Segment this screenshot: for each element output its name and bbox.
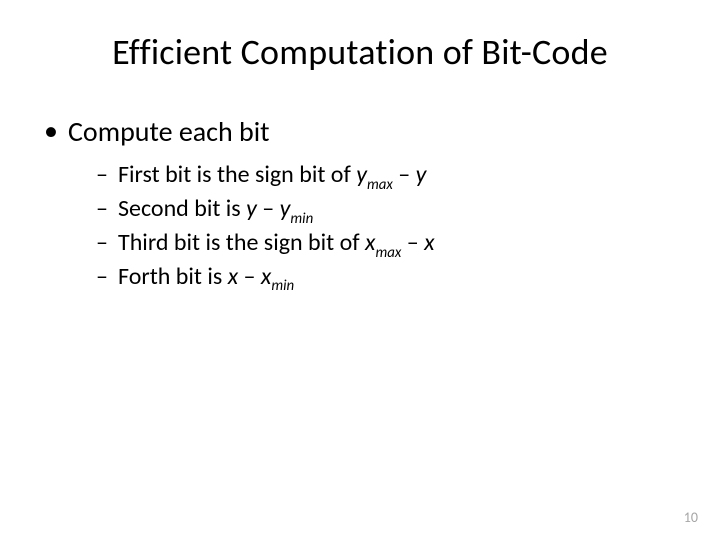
sub-text-mid: – [393, 160, 416, 189]
slide-title: Efficient Computation of Bit-Code [40, 30, 680, 74]
slide: Efficient Computation of Bit-Code • Comp… [0, 0, 720, 540]
bullet-level-2: – Second bit is y – ymin [96, 193, 680, 227]
var-y: y [280, 194, 291, 223]
sub-text-mid: – [238, 262, 261, 291]
var-y: y [356, 160, 367, 189]
sub-text-pre: Second bit is [118, 194, 246, 223]
var-x: x [424, 228, 434, 257]
sub-text-pre: First bit is the sign bit of [118, 160, 356, 189]
dash-icon: – [96, 227, 108, 259]
subscript-min: min [271, 276, 294, 294]
sub-text-pre: Third bit is the sign bit of [118, 228, 365, 257]
bullet-level-2: – Forth bit is x – xmin [96, 261, 680, 295]
var-y: y [246, 194, 257, 223]
subscript-max: max [375, 243, 401, 261]
subscript-max: max [367, 175, 393, 193]
bullet-level-2: – First bit is the sign bit of ymax – y [96, 159, 680, 193]
slide-content: • Compute each bit – First bit is the si… [40, 114, 680, 295]
bullet-level-2: – Third bit is the sign bit of xmax – x [96, 227, 680, 261]
bullet-level-1: • Compute each bit [40, 114, 680, 149]
dash-icon: – [96, 261, 108, 293]
bullet-l1-text: Compute each bit [68, 114, 270, 149]
page-number: 10 [684, 509, 698, 526]
dash-icon: – [96, 159, 108, 191]
subscript-min: min [290, 209, 313, 227]
var-x: x [228, 262, 238, 291]
var-x: x [365, 228, 375, 257]
var-y: y [416, 160, 427, 189]
sub-text-mid: – [401, 228, 424, 257]
sub-text-pre: Forth bit is [118, 262, 228, 291]
bullet-dot-icon: • [44, 114, 58, 148]
dash-icon: – [96, 193, 108, 225]
sub-text-mid: – [257, 194, 280, 223]
var-x: x [261, 262, 271, 291]
